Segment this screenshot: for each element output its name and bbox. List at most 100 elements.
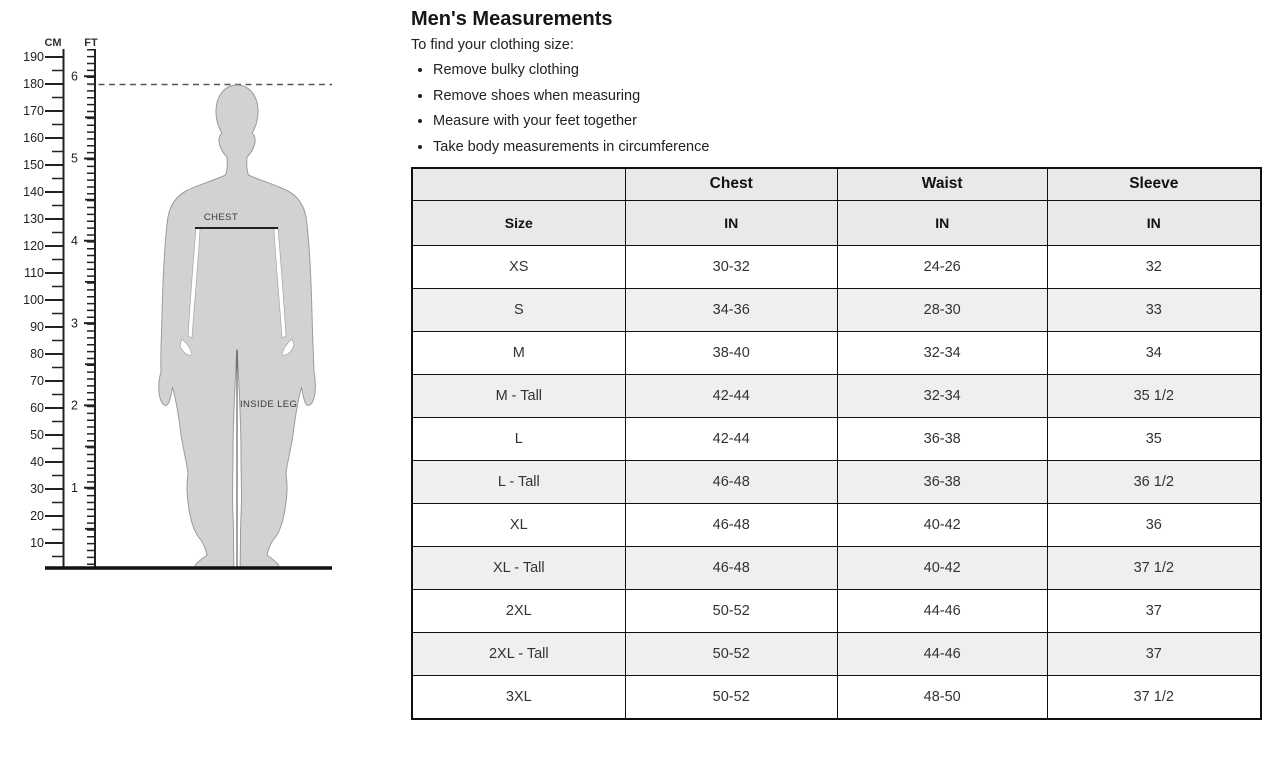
ruler-tick-label: 20 <box>30 509 44 523</box>
cell-size: XS <box>411 244 626 289</box>
cell-size: M - Tall <box>411 373 626 418</box>
ruler-tick-label: 70 <box>30 374 44 388</box>
cell-size: M <box>411 330 626 375</box>
instruction-item: Remove shoes when measuring <box>433 88 1262 104</box>
unit-waist-in: IN <box>836 199 1048 246</box>
ruler-tick-label: 100 <box>23 293 44 307</box>
height-measurement-diagram: CM FT CHEST INSIDE LEG 19018017016015014… <box>23 37 332 570</box>
ruler-tick-label: 10 <box>30 536 44 550</box>
armpit-gap-left <box>187 227 201 339</box>
cell-size: XL <box>411 502 626 547</box>
table-row: 2XL 50-52 44-46 37 <box>411 588 1262 633</box>
chest-label: CHEST <box>204 212 238 223</box>
cell-waist: 36-38 <box>836 459 1048 504</box>
ruler-tick-label: 130 <box>23 212 44 226</box>
instructions-list: Remove bulky clothing Remove shoes when m… <box>411 62 1262 155</box>
size-table-body: XS 30-32 24-26 32 S 34-36 28-30 33 M 38-40 32-34 34… <box>411 244 1262 719</box>
table-header-units: Size IN IN IN <box>411 199 1262 246</box>
cell-chest: 34-36 <box>624 287 838 332</box>
ruler-tick-label: 120 <box>23 239 44 253</box>
ruler-tick-label: 30 <box>30 482 44 496</box>
cell-waist: 44-46 <box>836 631 1048 676</box>
table-row: XL - Tall 46-48 40-42 37 1/2 <box>411 545 1262 590</box>
cell-chest: 38-40 <box>624 330 838 375</box>
table-row: L - Tall 46-48 36-38 36 1/2 <box>411 459 1262 504</box>
cell-size: S <box>411 287 626 332</box>
table-row: M 38-40 32-34 34 <box>411 330 1262 375</box>
cell-size: 2XL - Tall <box>411 631 626 676</box>
cell-sleeve: 33 <box>1046 287 1262 332</box>
thumb-gap-right <box>281 338 295 356</box>
header-sleeve: Sleeve <box>1046 167 1262 201</box>
cell-sleeve: 37 1/2 <box>1046 674 1262 719</box>
cell-sleeve: 37 1/2 <box>1046 545 1262 590</box>
table-row: XL 46-48 40-42 36 <box>411 502 1262 547</box>
cell-size: 2XL <box>411 588 626 633</box>
cell-waist: 32-34 <box>836 373 1048 418</box>
table-row: M - Tall 42-44 32-34 35 1/2 <box>411 373 1262 418</box>
cell-chest: 50-52 <box>624 631 838 676</box>
header-blank <box>411 167 626 201</box>
ruler-tick-label: 190 <box>23 50 44 64</box>
ft-ruler <box>84 49 96 568</box>
ruler-tick-label: 2 <box>71 399 78 413</box>
cell-chest: 30-32 <box>624 244 838 289</box>
cell-waist: 28-30 <box>836 287 1048 332</box>
body-silhouette <box>158 84 316 570</box>
ruler-tick-label: 5 <box>71 152 78 166</box>
table-row: 3XL 50-52 48-50 37 1/2 <box>411 674 1262 719</box>
cm-unit-label: CM <box>44 37 61 49</box>
thumb-gap-left <box>179 338 193 356</box>
cell-sleeve: 34 <box>1046 330 1262 375</box>
cell-waist: 44-46 <box>836 588 1048 633</box>
ruler-tick-label: 4 <box>71 234 78 248</box>
cell-size: XL - Tall <box>411 545 626 590</box>
size-table: Chest Waist Sleeve Size IN IN IN XS 30-32… <box>411 166 1262 720</box>
ruler-tick-label: 1 <box>71 481 78 495</box>
cell-size: 3XL <box>411 674 626 719</box>
ft-unit-label: FT <box>84 37 98 49</box>
cell-chest: 46-48 <box>624 545 838 590</box>
ruler-tick-label: 180 <box>23 77 44 91</box>
cell-chest: 46-48 <box>624 502 838 547</box>
table-row: 2XL - Tall 50-52 44-46 37 <box>411 631 1262 676</box>
table-row: L 42-44 36-38 35 <box>411 416 1262 461</box>
ruler-tick-label: 50 <box>30 428 44 442</box>
cell-sleeve: 35 1/2 <box>1046 373 1262 418</box>
instruction-item: Take body measurements in circumference <box>433 139 1262 155</box>
cell-chest: 42-44 <box>624 373 838 418</box>
ruler-tick-label: 40 <box>30 455 44 469</box>
ruler-tick-label: 6 <box>71 69 78 83</box>
unit-chest-in: IN <box>624 199 838 246</box>
cell-waist: 32-34 <box>836 330 1048 375</box>
table-header-measurements: Chest Waist Sleeve <box>411 167 1262 201</box>
ruler-tick-label: 80 <box>30 347 44 361</box>
cm-ruler <box>45 49 65 568</box>
table-row: XS 30-32 24-26 32 <box>411 244 1262 289</box>
cell-sleeve: 36 1/2 <box>1046 459 1262 504</box>
instruction-item: Remove bulky clothing <box>433 62 1262 78</box>
ruler-tick-label: 90 <box>30 320 44 334</box>
ruler-tick-label: 3 <box>71 316 78 330</box>
ruler-tick-label: 110 <box>24 266 44 280</box>
ruler-tick-label: 150 <box>23 158 44 172</box>
cell-size: L - Tall <box>411 459 626 504</box>
cell-sleeve: 36 <box>1046 502 1262 547</box>
cell-sleeve: 37 <box>1046 588 1262 633</box>
ruler-tick-label: 60 <box>30 401 44 415</box>
cell-sleeve: 37 <box>1046 631 1262 676</box>
header-size: Size <box>411 199 626 246</box>
armpit-gap-right <box>273 227 287 339</box>
measurements-content: Men's Measurements To find your clothing… <box>411 8 1262 720</box>
cell-sleeve: 35 <box>1046 416 1262 461</box>
cell-waist: 36-38 <box>836 416 1048 461</box>
ruler-tick-label: 170 <box>23 104 44 118</box>
cell-waist: 24-26 <box>836 244 1048 289</box>
cell-chest: 50-52 <box>624 674 838 719</box>
ruler-tick-label: 160 <box>23 131 44 145</box>
cell-sleeve: 32 <box>1046 244 1262 289</box>
page-title: Men's Measurements <box>411 8 613 30</box>
ruler-tick-label: 140 <box>23 185 44 199</box>
cell-waist: 48-50 <box>836 674 1048 719</box>
cell-waist: 40-42 <box>836 502 1048 547</box>
